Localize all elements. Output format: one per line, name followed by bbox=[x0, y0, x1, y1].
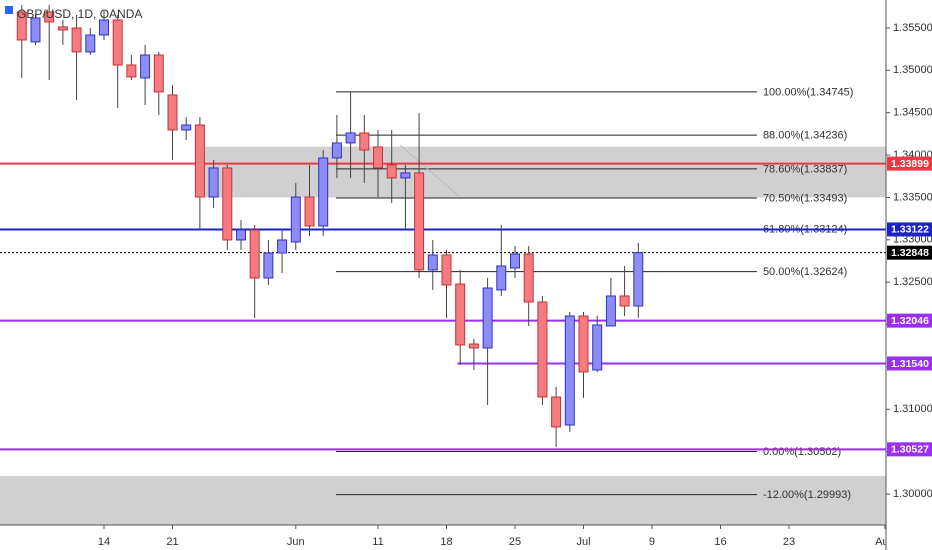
candle-body bbox=[564, 315, 575, 426]
candle-body bbox=[551, 396, 562, 428]
candle-body bbox=[181, 124, 192, 131]
candle-body bbox=[71, 27, 82, 53]
candle-body bbox=[523, 253, 534, 303]
price-badge bbox=[887, 245, 932, 260]
price-badge bbox=[887, 222, 932, 237]
x-tick-label: 16 bbox=[714, 536, 726, 548]
y-tick-label: 1.32500 bbox=[893, 276, 932, 288]
price-badge bbox=[887, 442, 932, 457]
price-badge-label: 1.33122 bbox=[891, 224, 929, 236]
candle-body bbox=[468, 343, 479, 349]
candle-body bbox=[619, 295, 630, 307]
x-tick-label: 21 bbox=[166, 536, 178, 548]
candle-body bbox=[633, 252, 644, 307]
fib-label: -12.00%(1.29993) bbox=[763, 489, 851, 501]
fib-label: 70.50%(1.33493) bbox=[763, 192, 847, 204]
price-badge-label: 1.32046 bbox=[891, 315, 929, 327]
y-tick-label: 1.30000 bbox=[893, 488, 932, 500]
trend-line bbox=[399, 144, 461, 198]
candle-body bbox=[372, 146, 383, 169]
candle-body bbox=[414, 172, 425, 271]
y-tick-label: 1.33000 bbox=[893, 234, 932, 246]
chart-title: GBP/USD, 1D, OANDA bbox=[17, 7, 142, 21]
candle-body bbox=[153, 54, 164, 93]
candle-body bbox=[537, 301, 548, 398]
y-tick-label: 1.31000 bbox=[893, 403, 932, 415]
y-tick-label: 1.35500 bbox=[893, 22, 932, 34]
fib-label: 50.00%(1.32624) bbox=[763, 266, 847, 278]
candle-body bbox=[263, 252, 274, 279]
candle-body bbox=[57, 26, 68, 31]
x-tick-label: Aug bbox=[875, 536, 895, 548]
y-tick-label: 1.35000 bbox=[893, 64, 932, 76]
fib-label: 100.00%(1.34745) bbox=[763, 86, 854, 98]
x-tick-label: 25 bbox=[509, 536, 521, 548]
fib-label: 0.00%(1.30502) bbox=[763, 446, 841, 458]
candle-body bbox=[194, 124, 205, 198]
x-tick-label: Jun bbox=[287, 536, 305, 548]
price-badge bbox=[887, 313, 932, 328]
candle-body bbox=[578, 315, 589, 373]
candle-body bbox=[331, 142, 342, 159]
x-tick-label: Jul bbox=[576, 536, 590, 548]
candle-body bbox=[441, 254, 452, 286]
zone bbox=[0, 476, 886, 525]
candle-body bbox=[482, 287, 493, 349]
candle-body bbox=[140, 54, 151, 79]
candle-body bbox=[222, 167, 233, 241]
candle-body bbox=[304, 196, 315, 227]
candle-body bbox=[277, 239, 288, 254]
y-tick-label: 1.33500 bbox=[893, 191, 932, 203]
candle-body bbox=[167, 94, 178, 131]
candle-body bbox=[126, 64, 137, 78]
candle-body bbox=[235, 229, 246, 241]
candle-body bbox=[290, 196, 301, 243]
y-tick-label: 1.34500 bbox=[893, 107, 932, 119]
candle-body bbox=[318, 157, 329, 227]
candle-body bbox=[16, 11, 27, 41]
x-tick-label: 23 bbox=[783, 536, 795, 548]
candle-body bbox=[85, 34, 96, 53]
fib-label: 88.00%(1.34236) bbox=[763, 129, 847, 141]
candle-body bbox=[427, 254, 438, 271]
price-badge bbox=[887, 156, 932, 171]
x-tick-label: 11 bbox=[372, 536, 383, 548]
candle-body bbox=[44, 11, 55, 23]
candle-body bbox=[98, 19, 109, 36]
symbol-icon bbox=[5, 6, 13, 14]
x-tick-label: 14 bbox=[98, 536, 110, 548]
candle-body bbox=[496, 265, 507, 291]
candle-body bbox=[112, 19, 123, 66]
candle-body bbox=[208, 167, 219, 198]
candle-body bbox=[455, 283, 466, 346]
candle-body bbox=[386, 164, 397, 179]
candle-body bbox=[30, 17, 41, 43]
candle-body bbox=[592, 324, 603, 371]
fib-label: 78.60%(1.33837) bbox=[763, 163, 847, 175]
candle-body bbox=[509, 253, 520, 269]
candle-body bbox=[359, 132, 370, 151]
price-badge-label: 1.33899 bbox=[891, 158, 929, 170]
price-badge-label: 1.30527 bbox=[891, 444, 929, 456]
x-tick-label: 18 bbox=[440, 536, 452, 548]
price-badge-label: 1.32848 bbox=[891, 247, 929, 259]
candle-body bbox=[345, 132, 356, 144]
x-tick-label: 9 bbox=[649, 536, 655, 548]
zone bbox=[199, 146, 886, 198]
candle-body bbox=[249, 229, 260, 279]
price-badge-label: 1.31540 bbox=[891, 358, 929, 370]
price-badge bbox=[887, 356, 932, 371]
candle-body bbox=[605, 295, 616, 327]
candle-body bbox=[400, 172, 411, 179]
